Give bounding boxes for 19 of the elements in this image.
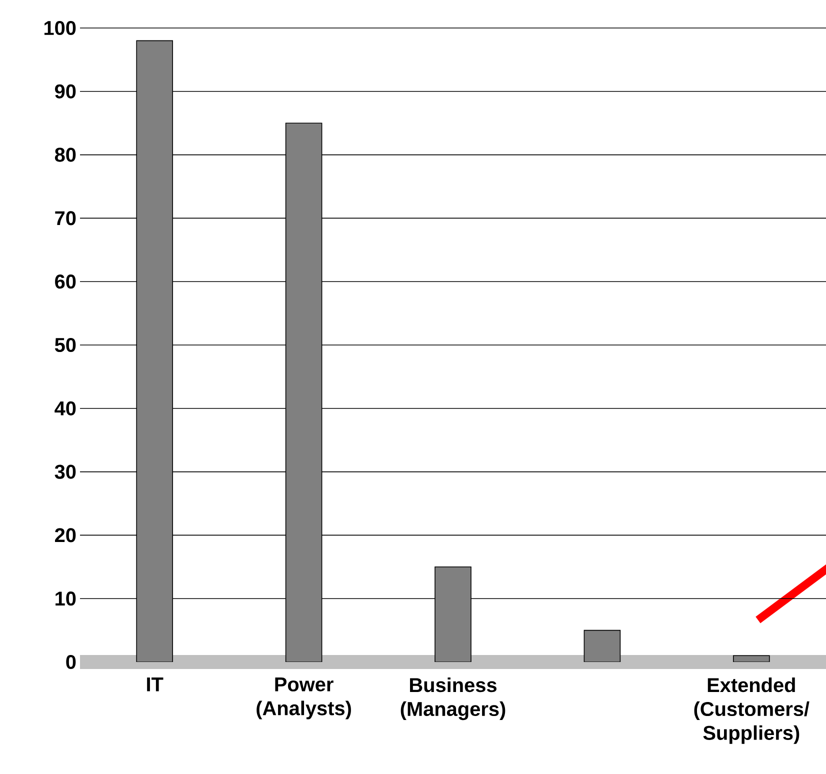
y-tick-label: 80 <box>54 148 76 162</box>
y-tick-label: 50 <box>54 338 76 352</box>
y-tick-label: 100 <box>44 20 76 36</box>
y-tick-label: 70 <box>55 211 76 226</box>
x-tick-label: Power (Analysts) <box>256 678 351 720</box>
bar <box>285 122 322 662</box>
y-tick-label: 0 <box>66 654 76 670</box>
y-tick-label: 90 <box>55 84 76 98</box>
x-tick-label: Business (Managers) <box>400 678 506 720</box>
y-tick-label: 40 <box>54 401 76 416</box>
x-tick-label: Extended (Customers/ Suppliers) <box>694 678 810 744</box>
y-tick-label: 10 <box>56 592 76 606</box>
bar <box>136 40 173 662</box>
bar <box>584 630 621 662</box>
y-tick-label: 30 <box>54 464 76 479</box>
bar <box>434 566 472 662</box>
y-tick-label: 60 <box>55 274 76 289</box>
x-tick-label: IT <box>147 678 164 692</box>
y-tick-label: 20 <box>55 528 76 542</box>
